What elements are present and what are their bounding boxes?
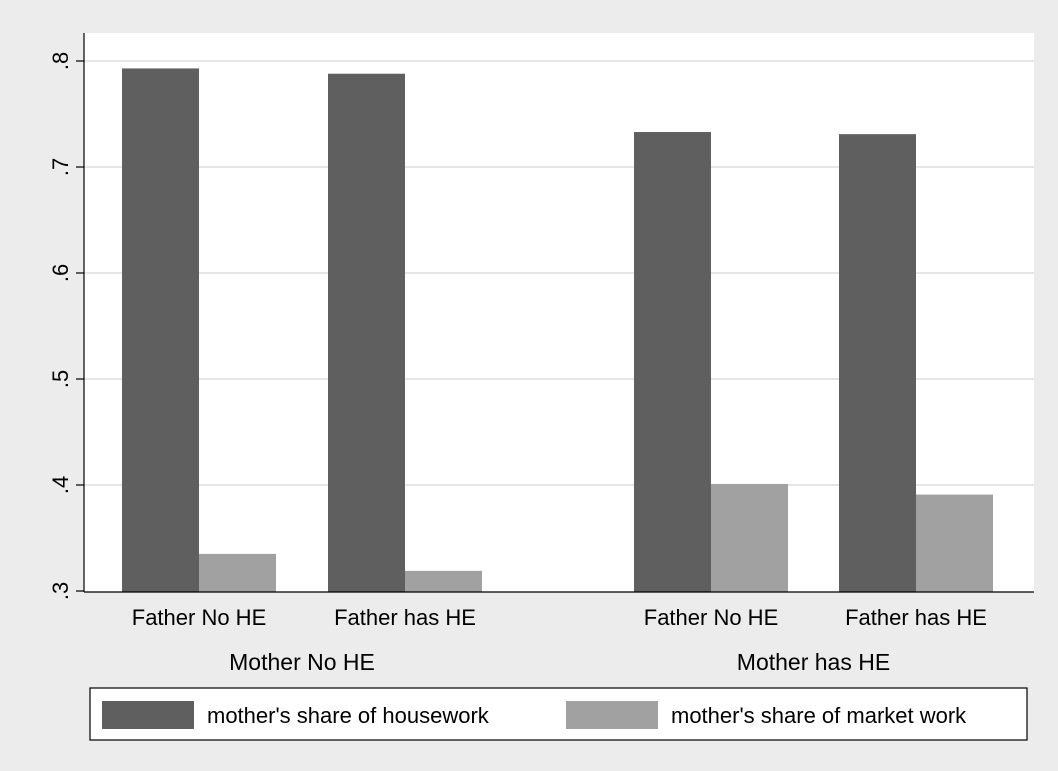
legend-box bbox=[89, 687, 1028, 741]
y-tick-label: .6 bbox=[48, 264, 73, 282]
axis-layer bbox=[76, 33, 1034, 593]
bar-housework bbox=[328, 73, 405, 593]
labels-layer: .3 .4 .5 .6 .7 .8 Father No HE Father has HE Mot… bbox=[48, 52, 987, 675]
bars-layer bbox=[122, 68, 993, 593]
bar-housework bbox=[634, 132, 711, 592]
legend: mother's share of housework mother's shar… bbox=[89, 687, 1028, 741]
group-label: Mother No HE bbox=[229, 649, 375, 675]
bar-housework bbox=[839, 134, 916, 592]
category-label: Father has HE bbox=[334, 605, 476, 630]
legend-label: mother's share of housework bbox=[207, 703, 490, 728]
legend-swatch bbox=[566, 701, 658, 729]
bar-market-work bbox=[199, 553, 276, 592]
y-tick-label: .3 bbox=[48, 582, 73, 600]
y-tick-label: .7 bbox=[48, 158, 73, 176]
category-label: Father has HE bbox=[845, 605, 987, 630]
category-label: Father No HE bbox=[132, 605, 267, 630]
legend-label: mother's share of market work bbox=[671, 703, 967, 728]
bar-market-work bbox=[916, 494, 993, 592]
y-tick-label: .5 bbox=[48, 370, 73, 388]
group-label: Mother has HE bbox=[737, 649, 890, 675]
legend-swatch bbox=[102, 701, 194, 729]
y-tick-label: .4 bbox=[48, 476, 73, 494]
y-tick-label: .8 bbox=[48, 52, 73, 70]
bar-market-work bbox=[711, 483, 788, 592]
bar-market-work bbox=[405, 570, 482, 592]
category-label: Father No HE bbox=[644, 605, 779, 630]
bar-housework bbox=[122, 68, 199, 593]
